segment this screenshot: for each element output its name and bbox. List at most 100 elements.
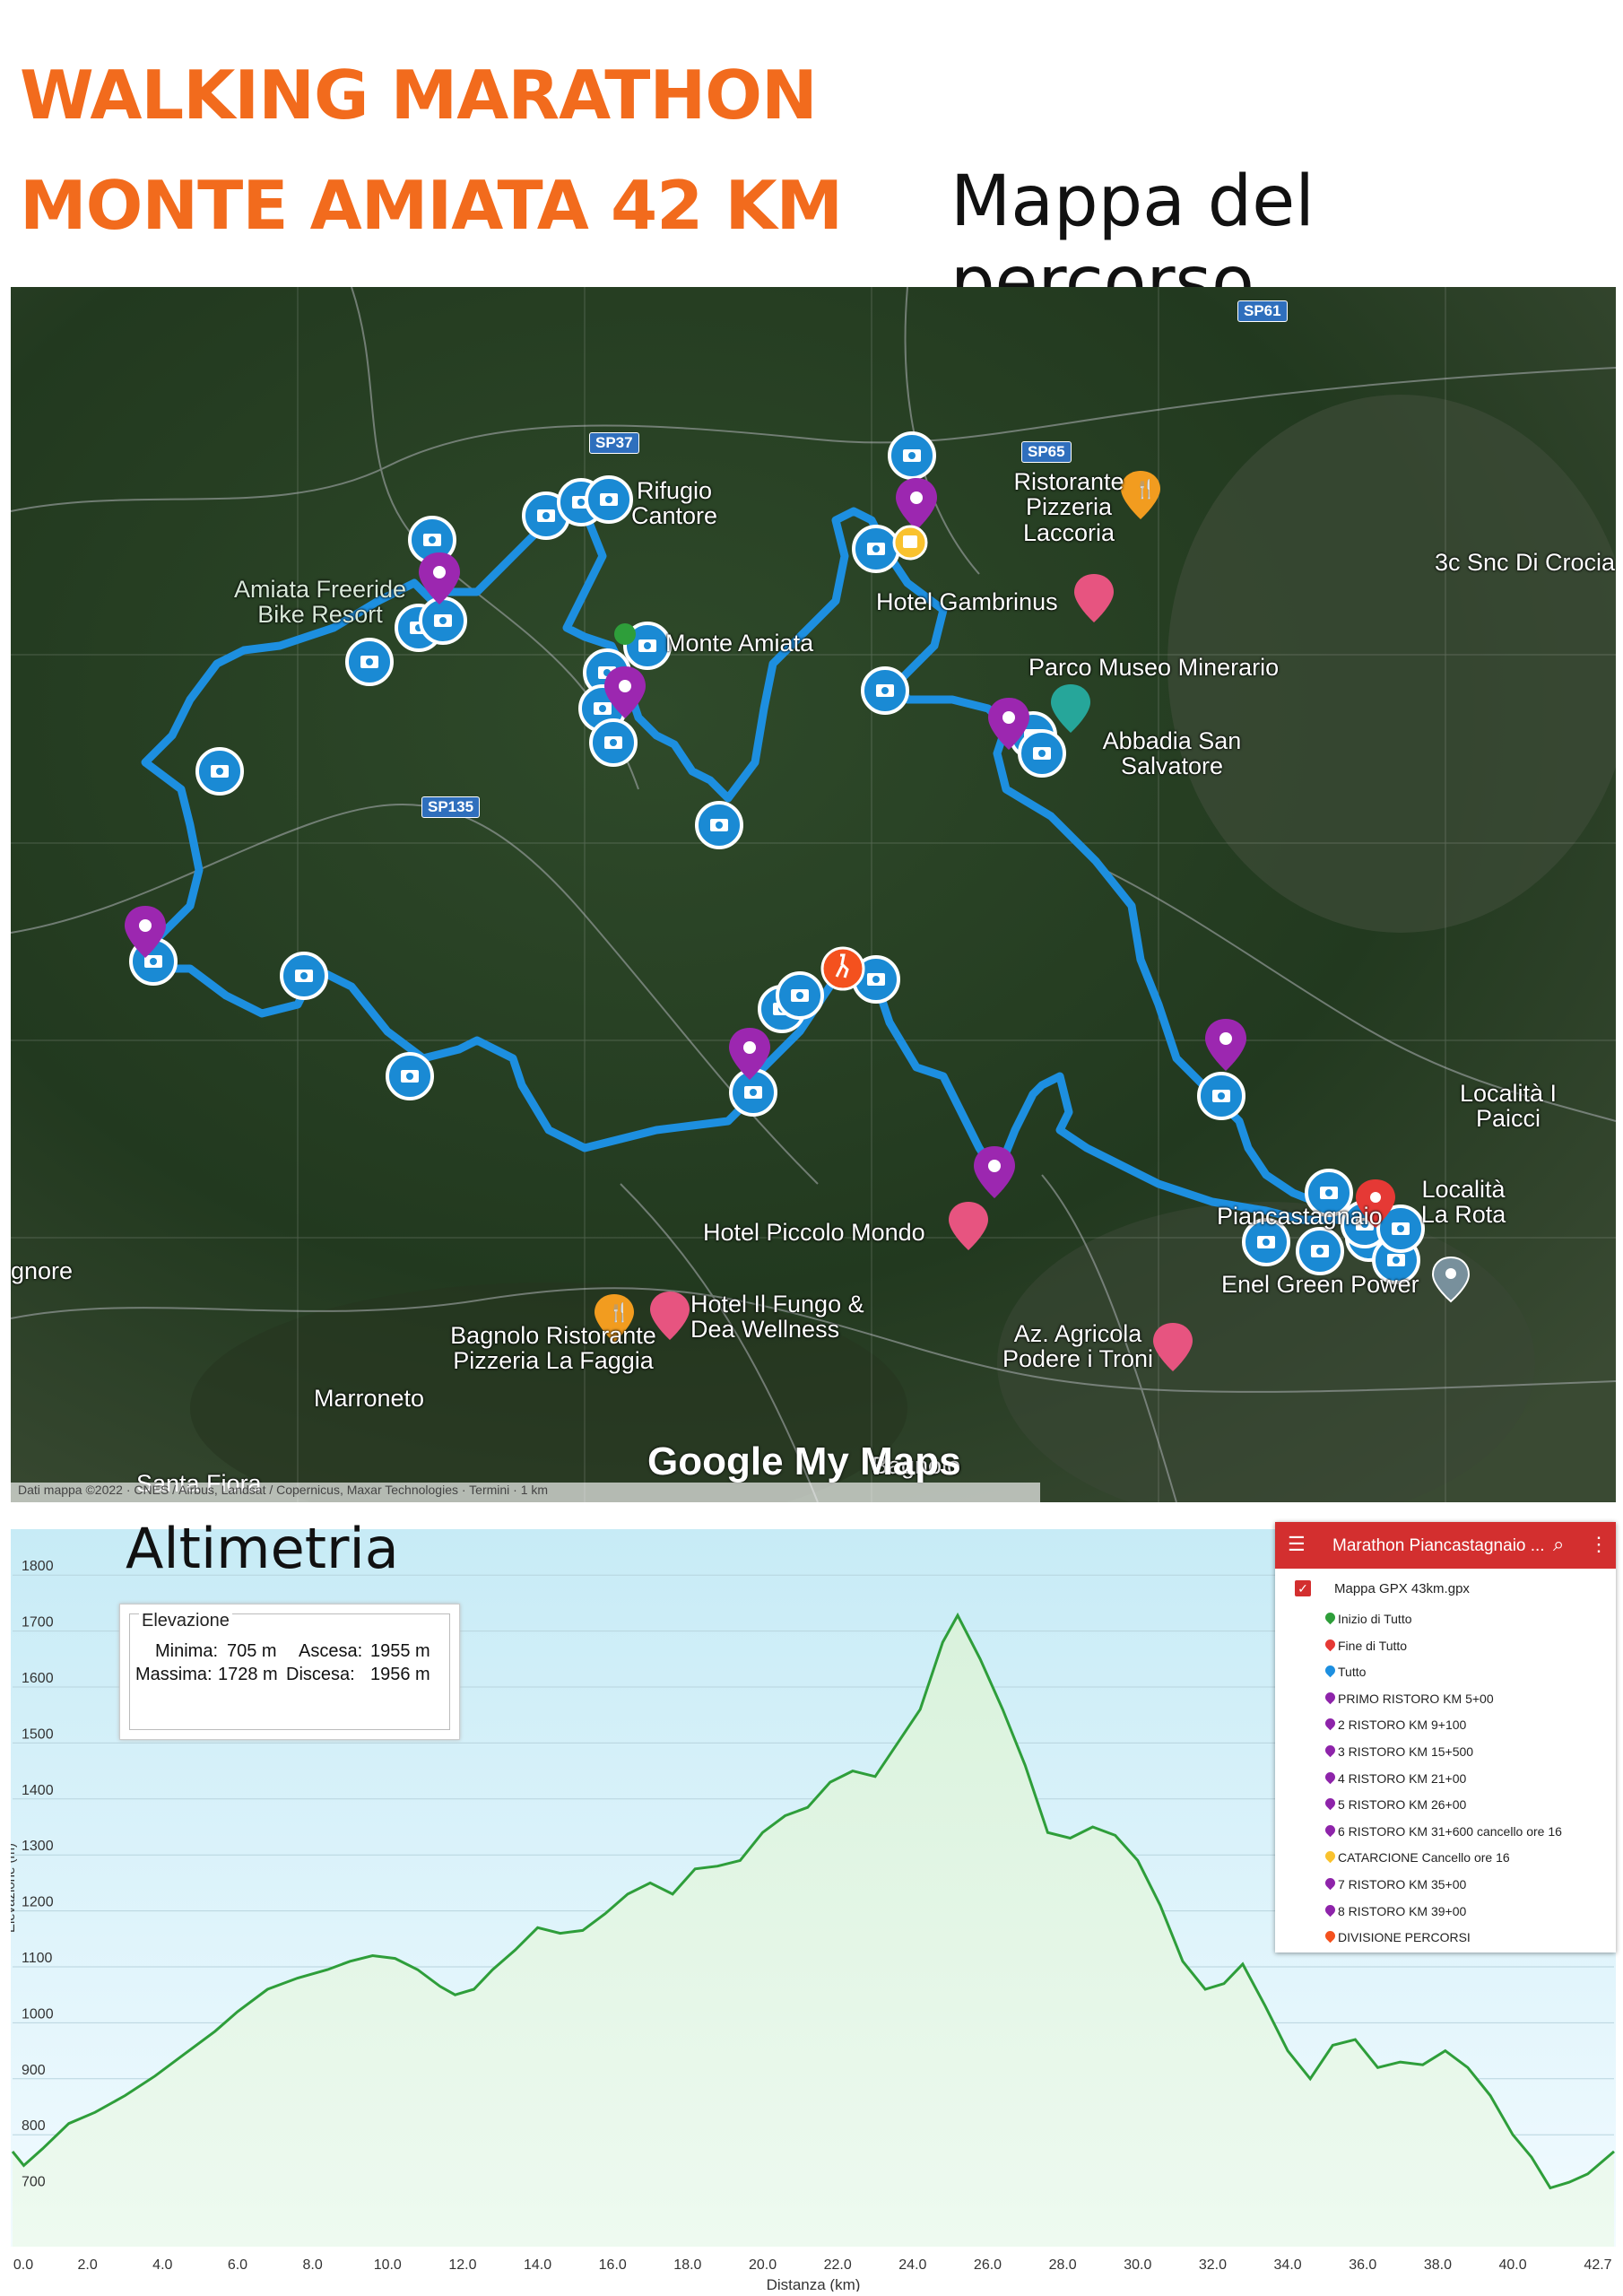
hotel-icon[interactable] bbox=[650, 1292, 690, 1340]
photo-marker-icon[interactable] bbox=[776, 971, 824, 1020]
x-tick-label: 16.0 bbox=[599, 2257, 627, 2273]
ristoro-pin-dot bbox=[743, 1041, 756, 1054]
ascent-value: 1955 m bbox=[370, 1641, 430, 1661]
label-amiata-freeride: Amiata Freeride Bike Resort bbox=[233, 576, 407, 629]
photo-marker-icon[interactable] bbox=[195, 747, 244, 796]
legend-item[interactable]: 5 RISTORO KM 26+00 bbox=[1323, 1796, 1466, 1812]
layer-name: Mappa GPX 43km.gpx bbox=[1334, 1581, 1470, 1596]
legend-item-label: CATARCIONE Cancello ore 16 bbox=[1338, 1850, 1510, 1866]
legend-item[interactable]: CATARCIONE Cancello ore 16 bbox=[1323, 1849, 1510, 1866]
label-gnore: gnore bbox=[11, 1257, 74, 1284]
map-heading: Mappa del percorso bbox=[950, 161, 1315, 323]
more-vert-icon[interactable]: ⋮ bbox=[1589, 1533, 1609, 1555]
photo-marker-icon[interactable] bbox=[1018, 729, 1066, 778]
label-hotel-gambrinus: Hotel Gambrinus bbox=[876, 588, 1058, 615]
menu-icon[interactable]: ☰ bbox=[1288, 1533, 1306, 1555]
label-abbadia: Abbadia San Salvatore bbox=[1102, 727, 1242, 780]
legend-item[interactable]: 3 RISTORO KM 15+500 bbox=[1323, 1743, 1474, 1759]
label-snc: 3c Snc Di Crocia bbox=[1435, 549, 1616, 576]
ristoro-pin-dot bbox=[1219, 1032, 1232, 1045]
ristoro-pin-dot bbox=[139, 919, 152, 932]
photo-marker-icon[interactable] bbox=[1296, 1227, 1344, 1275]
legend-pin-icon bbox=[1323, 1770, 1338, 1784]
restaurant-icon[interactable]: 🍴 bbox=[595, 1294, 634, 1343]
layer-checkbox[interactable]: ✓ bbox=[1295, 1580, 1311, 1596]
label-hotel-fungo: Hotel Il Fungo & Dea Wellness bbox=[690, 1291, 864, 1344]
svg-text:🍴: 🍴 bbox=[1134, 478, 1157, 500]
road-sp37: SP37 bbox=[589, 432, 639, 454]
photo-marker-icon[interactable] bbox=[1305, 1169, 1353, 1217]
museum-icon[interactable] bbox=[1051, 684, 1090, 733]
photo-marker-icon[interactable] bbox=[419, 596, 467, 645]
photo-marker-icon[interactable] bbox=[861, 666, 909, 715]
restaurant-icon[interactable]: 🍴 bbox=[1121, 471, 1160, 519]
x-tick-label: 18.0 bbox=[673, 2257, 701, 2273]
x-tick-label: 36.0 bbox=[1349, 2257, 1376, 2273]
hotel-icon[interactable] bbox=[1074, 574, 1114, 622]
max-value: 1728 m bbox=[218, 1665, 278, 1684]
x-tick-label: 6.0 bbox=[228, 2257, 247, 2273]
legend-item[interactable]: Fine di Tutto bbox=[1323, 1637, 1407, 1653]
label-bagnolo: Bagnolo bbox=[872, 1452, 961, 1479]
x-tick-label: 42.7 bbox=[1584, 2257, 1611, 2273]
finish-pin[interactable] bbox=[1356, 1179, 1395, 1228]
x-tick-label: 38.0 bbox=[1424, 2257, 1452, 2273]
x-tick-label: 14.0 bbox=[524, 2257, 551, 2273]
photo-marker-icon[interactable] bbox=[589, 718, 638, 767]
legend-pin-icon bbox=[1323, 1717, 1338, 1731]
legend-item[interactable]: 7 RISTORO KM 35+00 bbox=[1323, 1875, 1466, 1892]
photo-marker-icon[interactable] bbox=[1197, 1072, 1245, 1120]
y-tick-label: 700 bbox=[22, 2175, 46, 2190]
ristoro-pin-dot bbox=[910, 491, 923, 504]
ascent-label: Ascesa: bbox=[299, 1641, 363, 1661]
legend-item[interactable]: 6 RISTORO KM 31+600 cancello ore 16 bbox=[1323, 1822, 1562, 1839]
legend-item[interactable]: 2 RISTORO KM 9+100 bbox=[1323, 1717, 1467, 1733]
legend-item-label: Inizio di Tutto bbox=[1338, 1612, 1412, 1626]
y-tick-label: 1800 bbox=[22, 1559, 54, 1574]
legend-pin-icon bbox=[1323, 1690, 1338, 1705]
event-title-line1: WALKING MARATHON bbox=[20, 56, 818, 135]
photo-marker-icon[interactable] bbox=[888, 431, 936, 480]
y-tick-label: 1000 bbox=[22, 2006, 54, 2022]
photo-marker-icon[interactable] bbox=[280, 952, 328, 1000]
photo-marker-icon[interactable] bbox=[1376, 1205, 1425, 1253]
legend-item[interactable]: Tutto bbox=[1323, 1663, 1366, 1679]
label-piancastagnaio: Piancastagnaio bbox=[1217, 1203, 1383, 1230]
route-map[interactable]: 🍴 🍴 SP61 SP37 SP65 SP135 Rifugio Cantore… bbox=[11, 287, 1616, 1502]
label-ristorante-laccoria: Ristorante Pizzeria Laccoria bbox=[1013, 468, 1124, 546]
ristoro-pin-dot bbox=[988, 1160, 1001, 1172]
hotel-icon[interactable] bbox=[1153, 1323, 1193, 1371]
legend-item[interactable]: 8 RISTORO KM 39+00 bbox=[1323, 1902, 1466, 1918]
photo-marker-icon[interactable] bbox=[852, 525, 900, 573]
grey-pin[interactable] bbox=[1431, 1256, 1471, 1303]
map-attribution[interactable]: Dati mappa ©2022 · CNES / Airbus, Landsa… bbox=[11, 1483, 1040, 1502]
photo-marker-icon[interactable] bbox=[729, 1068, 777, 1117]
start-pin[interactable] bbox=[614, 623, 636, 645]
x-tick-label: 20.0 bbox=[749, 2257, 777, 2273]
photo-marker-icon[interactable] bbox=[345, 638, 394, 686]
x-tick-label: 32.0 bbox=[1199, 2257, 1227, 2273]
legend-item[interactable]: Inizio di Tutto bbox=[1323, 1610, 1412, 1626]
layer-row[interactable]: ✓ Mappa GPX 43km.gpx bbox=[1275, 1576, 1616, 1603]
photo-marker-icon[interactable] bbox=[695, 801, 743, 849]
legend-item[interactable]: PRIMO RISTORO KM 5+00 bbox=[1323, 1690, 1494, 1706]
legend-item[interactable]: 4 RISTORO KM 21+00 bbox=[1323, 1770, 1466, 1786]
legend-item[interactable]: DIVISIONE PERCORSI bbox=[1323, 1928, 1471, 1944]
legend-pin-icon bbox=[1323, 1663, 1338, 1678]
photo-marker-icon[interactable] bbox=[585, 475, 633, 524]
search-icon[interactable]: ⌕ bbox=[1553, 1533, 1565, 1555]
photo-marker-icon[interactable] bbox=[386, 1052, 434, 1100]
photo-marker-icon[interactable] bbox=[1242, 1218, 1290, 1266]
photo-marker-icon[interactable] bbox=[623, 622, 672, 670]
hotel-icon[interactable] bbox=[949, 1202, 988, 1250]
legend-pin-icon bbox=[1323, 1902, 1338, 1917]
y-tick-label: 900 bbox=[22, 2063, 46, 2078]
legend-item-label: 2 RISTORO KM 9+100 bbox=[1338, 1718, 1467, 1733]
label-az-agricola: Az. Agricola Podere i Troni bbox=[1002, 1320, 1154, 1373]
hiker-divisione-marker[interactable] bbox=[820, 946, 865, 991]
y-axis-label: Elevazione (m) bbox=[11, 1843, 18, 1933]
legend-item-label: 3 RISTORO KM 15+500 bbox=[1338, 1744, 1474, 1759]
elevation-legend: Elevazione bbox=[139, 1611, 232, 1631]
label-hotel-piccolo-mondo: Hotel Piccolo Mondo bbox=[703, 1219, 925, 1246]
catarcione-marker[interactable] bbox=[892, 525, 928, 561]
